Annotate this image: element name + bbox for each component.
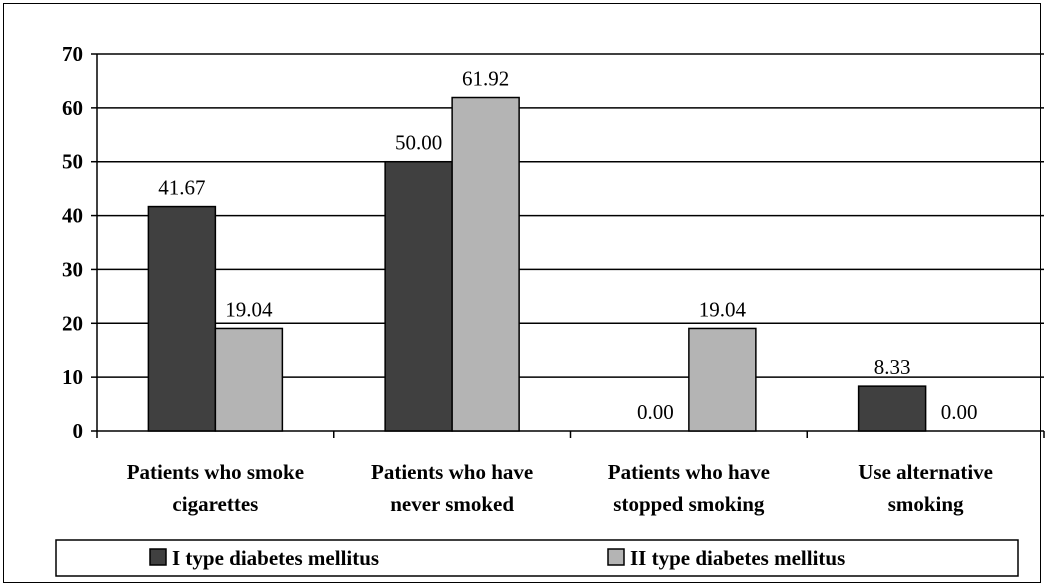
category-label: Use alternative: [858, 460, 993, 484]
category-label: Patients who smoke: [127, 460, 304, 484]
data-label: 8.33: [874, 355, 911, 379]
bar: [857, 385, 927, 432]
bar: [147, 205, 217, 432]
legend-swatch: [607, 548, 625, 566]
bar: [384, 160, 453, 432]
legend-label: II type diabetes mellitus: [630, 546, 845, 570]
y-tick-label: 60: [62, 96, 83, 120]
data-label: 0.00: [941, 400, 978, 424]
data-label: 41.67: [158, 176, 205, 200]
legend-box: [55, 539, 1019, 577]
y-tick-label: 70: [62, 42, 83, 66]
y-tick-label: 40: [62, 204, 83, 228]
category-label: smoking: [888, 492, 964, 516]
data-label: 50.00: [395, 131, 442, 155]
legend-swatch: [149, 548, 167, 566]
y-tick-label: 10: [62, 365, 83, 389]
y-tick-label: 20: [62, 311, 83, 335]
y-tick-label: 0: [73, 419, 84, 443]
y-tick-label: 50: [62, 150, 83, 174]
bar: [214, 327, 284, 432]
category-label: cigarettes: [172, 492, 258, 516]
y-tick-label: 30: [62, 257, 83, 281]
chart-frame: [3, 3, 1041, 583]
category-label: Patients who have: [608, 460, 770, 484]
data-label: 0.00: [637, 400, 674, 424]
legend-label: I type diabetes mellitus: [172, 546, 379, 570]
data-label: 61.92: [462, 67, 509, 91]
category-label: never smoked: [390, 492, 514, 516]
bar: [451, 96, 520, 432]
category-label: stopped smoking: [613, 492, 765, 516]
data-label: 19.04: [225, 297, 273, 321]
data-label: 19.04: [699, 297, 747, 321]
bar: [688, 327, 757, 432]
category-label: Patients who have: [371, 460, 533, 484]
